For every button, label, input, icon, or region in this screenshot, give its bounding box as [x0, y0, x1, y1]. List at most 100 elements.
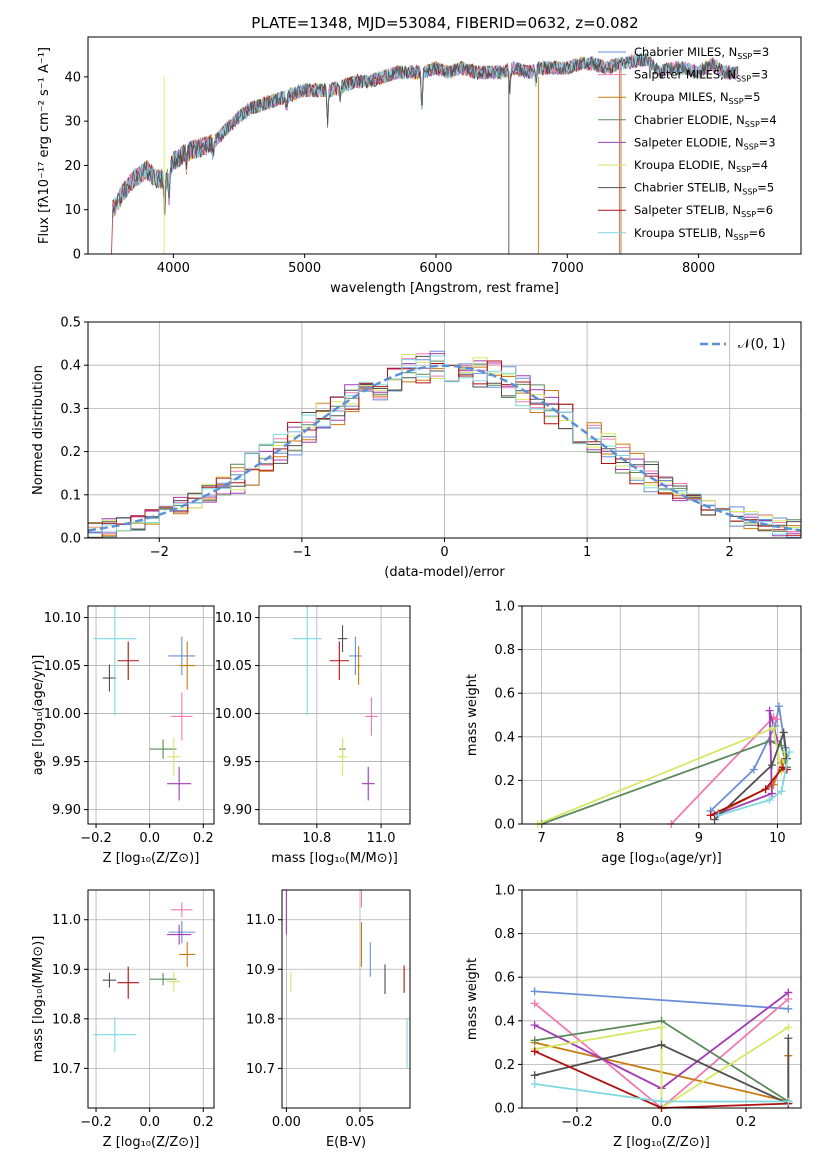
x-tick-label: 11.0 — [367, 831, 396, 846]
x-tick-label: 5000 — [288, 261, 321, 276]
y-tick-label: 1.0 — [494, 884, 515, 899]
mass-vs-EBV-points — [285, 890, 408, 1069]
weight-marker — [657, 1023, 666, 1032]
y-tick-label: 0.3 — [60, 402, 81, 417]
y-tick-label: 9.90 — [223, 803, 252, 818]
weight-series-line — [534, 1038, 790, 1106]
weight-marker — [657, 1097, 666, 1106]
y-tick-label: 10.05 — [44, 659, 81, 674]
legend-entry: Kroupa STELIB, NSSP=6 — [634, 226, 765, 242]
y-tick-label: 0.1 — [60, 488, 81, 503]
weight-series-line — [534, 990, 789, 1010]
gaussian-curve — [88, 364, 801, 532]
weight-vs-Z-axes: −0.2 0.0 0.2 0.0 0.2 0.4 0.6 0.8 1.0 Z [log₁₀(Z/Z… — [465, 884, 801, 1150]
figure-title: PLATE=1348, MJD=53084, FIBERID=0632, z=0… — [251, 14, 638, 32]
mass-vs-Z-axes: −0.2 0.0 0.2 10.7 10.8 10.9 11.0 Z [log₁₀(Z/Z⊙)… — [31, 890, 214, 1150]
x-tick-label: 0.0 — [651, 1115, 672, 1130]
x-tick-label: 9 — [695, 831, 703, 846]
weight-marker — [769, 724, 778, 733]
x-axis-label: Z [log₁₀(Z/Z⊙)] — [103, 1135, 200, 1150]
y-tick-label: 0.2 — [494, 774, 515, 789]
x-tick-label: 7000 — [551, 261, 584, 276]
y-tick-label: 10.9 — [246, 963, 275, 978]
y-tick-label: 9.95 — [52, 755, 81, 770]
legend-entry: Kroupa MILES, NSSP=5 — [634, 90, 760, 106]
x-tick-label: 0 — [440, 545, 448, 560]
y-axis-label: Flux [fλ10⁻¹⁷ erg cm⁻² s⁻¹ A⁻¹] — [37, 47, 52, 244]
y-tick-label: 0.6 — [494, 971, 515, 986]
y-tick-label: 0.0 — [494, 1102, 515, 1117]
y-tick-label: 1.0 — [494, 600, 515, 615]
spectrum-lines — [111, 52, 739, 254]
residual-frame — [87, 321, 802, 539]
weight-marker — [784, 988, 793, 997]
x-tick-label: 8 — [616, 831, 624, 846]
spectrum-legend: Chabrier MILES, NSSP=3 Salpeter MILES, NS… — [598, 45, 777, 242]
y-tick-label: 40 — [64, 70, 81, 85]
legend-entry: Salpeter STELIB, NSSP=6 — [634, 203, 773, 219]
x-tick-label: 4000 — [157, 261, 190, 276]
legend-entry: Salpeter MILES, NSSP=3 — [634, 68, 768, 84]
x-tick-label: 1 — [583, 545, 591, 560]
y-tick-label: 0.2 — [60, 445, 81, 460]
y-tick-label: 0.5 — [60, 316, 81, 331]
x-tick-label: 6000 — [419, 261, 452, 276]
y-tick-label: 0.4 — [494, 730, 515, 745]
mass-vs-Z-points — [93, 902, 196, 1053]
weight-marker — [773, 715, 782, 724]
mass-vs-EBV-axes: 0.00 0.05 10.7 10.8 10.9 11.0 E(B-V) — [246, 890, 410, 1150]
weight-marker — [714, 811, 723, 820]
y-tick-label: 30 — [64, 115, 81, 130]
weight-marker — [784, 1023, 793, 1032]
spectrum-axes: 4000 5000 6000 7000 8000 0 10 20 30 40 wavelength … — [37, 47, 715, 296]
y-tick-label: 10.7 — [246, 1062, 275, 1077]
y-tick-label: 10 — [64, 203, 81, 218]
x-tick-label: 0.2 — [736, 1115, 757, 1130]
x-tick-label: −1 — [292, 545, 311, 560]
x-tick-label: 0.0 — [139, 1115, 160, 1130]
y-tick-label: 0.6 — [494, 687, 515, 702]
x-axis-label: Z [log₁₀(Z/Z⊙)] — [613, 1135, 710, 1150]
x-tick-label: 0.2 — [193, 831, 214, 846]
weight-marker — [530, 1047, 539, 1056]
x-tick-label: 8000 — [682, 261, 715, 276]
y-tick-label: 11.0 — [246, 913, 275, 928]
y-tick-label: 0.8 — [494, 643, 515, 658]
y-tick-label: 9.95 — [223, 755, 252, 770]
y-tick-label: 10.9 — [52, 963, 81, 978]
mass-vs-Z-frame — [87, 889, 215, 1109]
y-axis-label: mass [log₁₀(M/M⊙)] — [31, 936, 46, 1063]
weight-marker — [749, 765, 758, 774]
weight-vs-age-axes: 7 8 9 10 0.0 0.2 0.4 0.6 0.8 1.0 age [log₁₀(age/yr… — [465, 600, 801, 866]
y-tick-label: 10.10 — [215, 611, 252, 626]
weight-series-line — [713, 732, 788, 821]
x-tick-label: 0.00 — [272, 1115, 301, 1130]
age-vs-Z-axes: −0.2 0.0 0.2 9.90 9.95 10.00 10.05 10.10 Z [log₁… — [31, 606, 214, 866]
y-tick-label: 0.0 — [494, 818, 515, 833]
mass-vs-EBV-frame — [281, 889, 411, 1109]
x-tick-label: 10 — [769, 831, 786, 846]
weight-series-line — [541, 740, 788, 825]
weight-marker — [530, 987, 539, 996]
x-tick-label: 7 — [538, 831, 546, 846]
y-axis-label: Normed distribution — [31, 365, 46, 495]
y-axis-label: age [log₁₀(age/yr)] — [31, 655, 46, 776]
y-tick-label: 10.00 — [215, 707, 252, 722]
x-tick-label: 2 — [726, 545, 734, 560]
legend-entry: Chabrier MILES, NSSP=3 — [634, 45, 769, 61]
weight-marker — [767, 761, 776, 770]
legend-entry: Chabrier ELODIE, NSSP=4 — [634, 113, 777, 129]
legend-entry: Kroupa ELODIE, NSSP=4 — [634, 158, 768, 174]
x-axis-label: mass [log₁₀(M/M⊙)] — [271, 851, 398, 866]
x-tick-label: 10.8 — [302, 831, 331, 846]
y-tick-label: 0.0 — [60, 532, 81, 547]
weight-marker — [765, 796, 774, 805]
age-vs-mass-frame — [258, 605, 411, 825]
age-vs-mass-axes: 10.8 11.0 9.90 9.95 10.00 10.05 10.10 mass [log… — [215, 606, 410, 866]
weight-vs-age-series — [533, 702, 794, 828]
age-vs-Z-frame — [87, 605, 215, 825]
weight-marker — [784, 1097, 793, 1106]
age-vs-Z-points — [93, 606, 196, 801]
weight-marker — [779, 728, 788, 737]
